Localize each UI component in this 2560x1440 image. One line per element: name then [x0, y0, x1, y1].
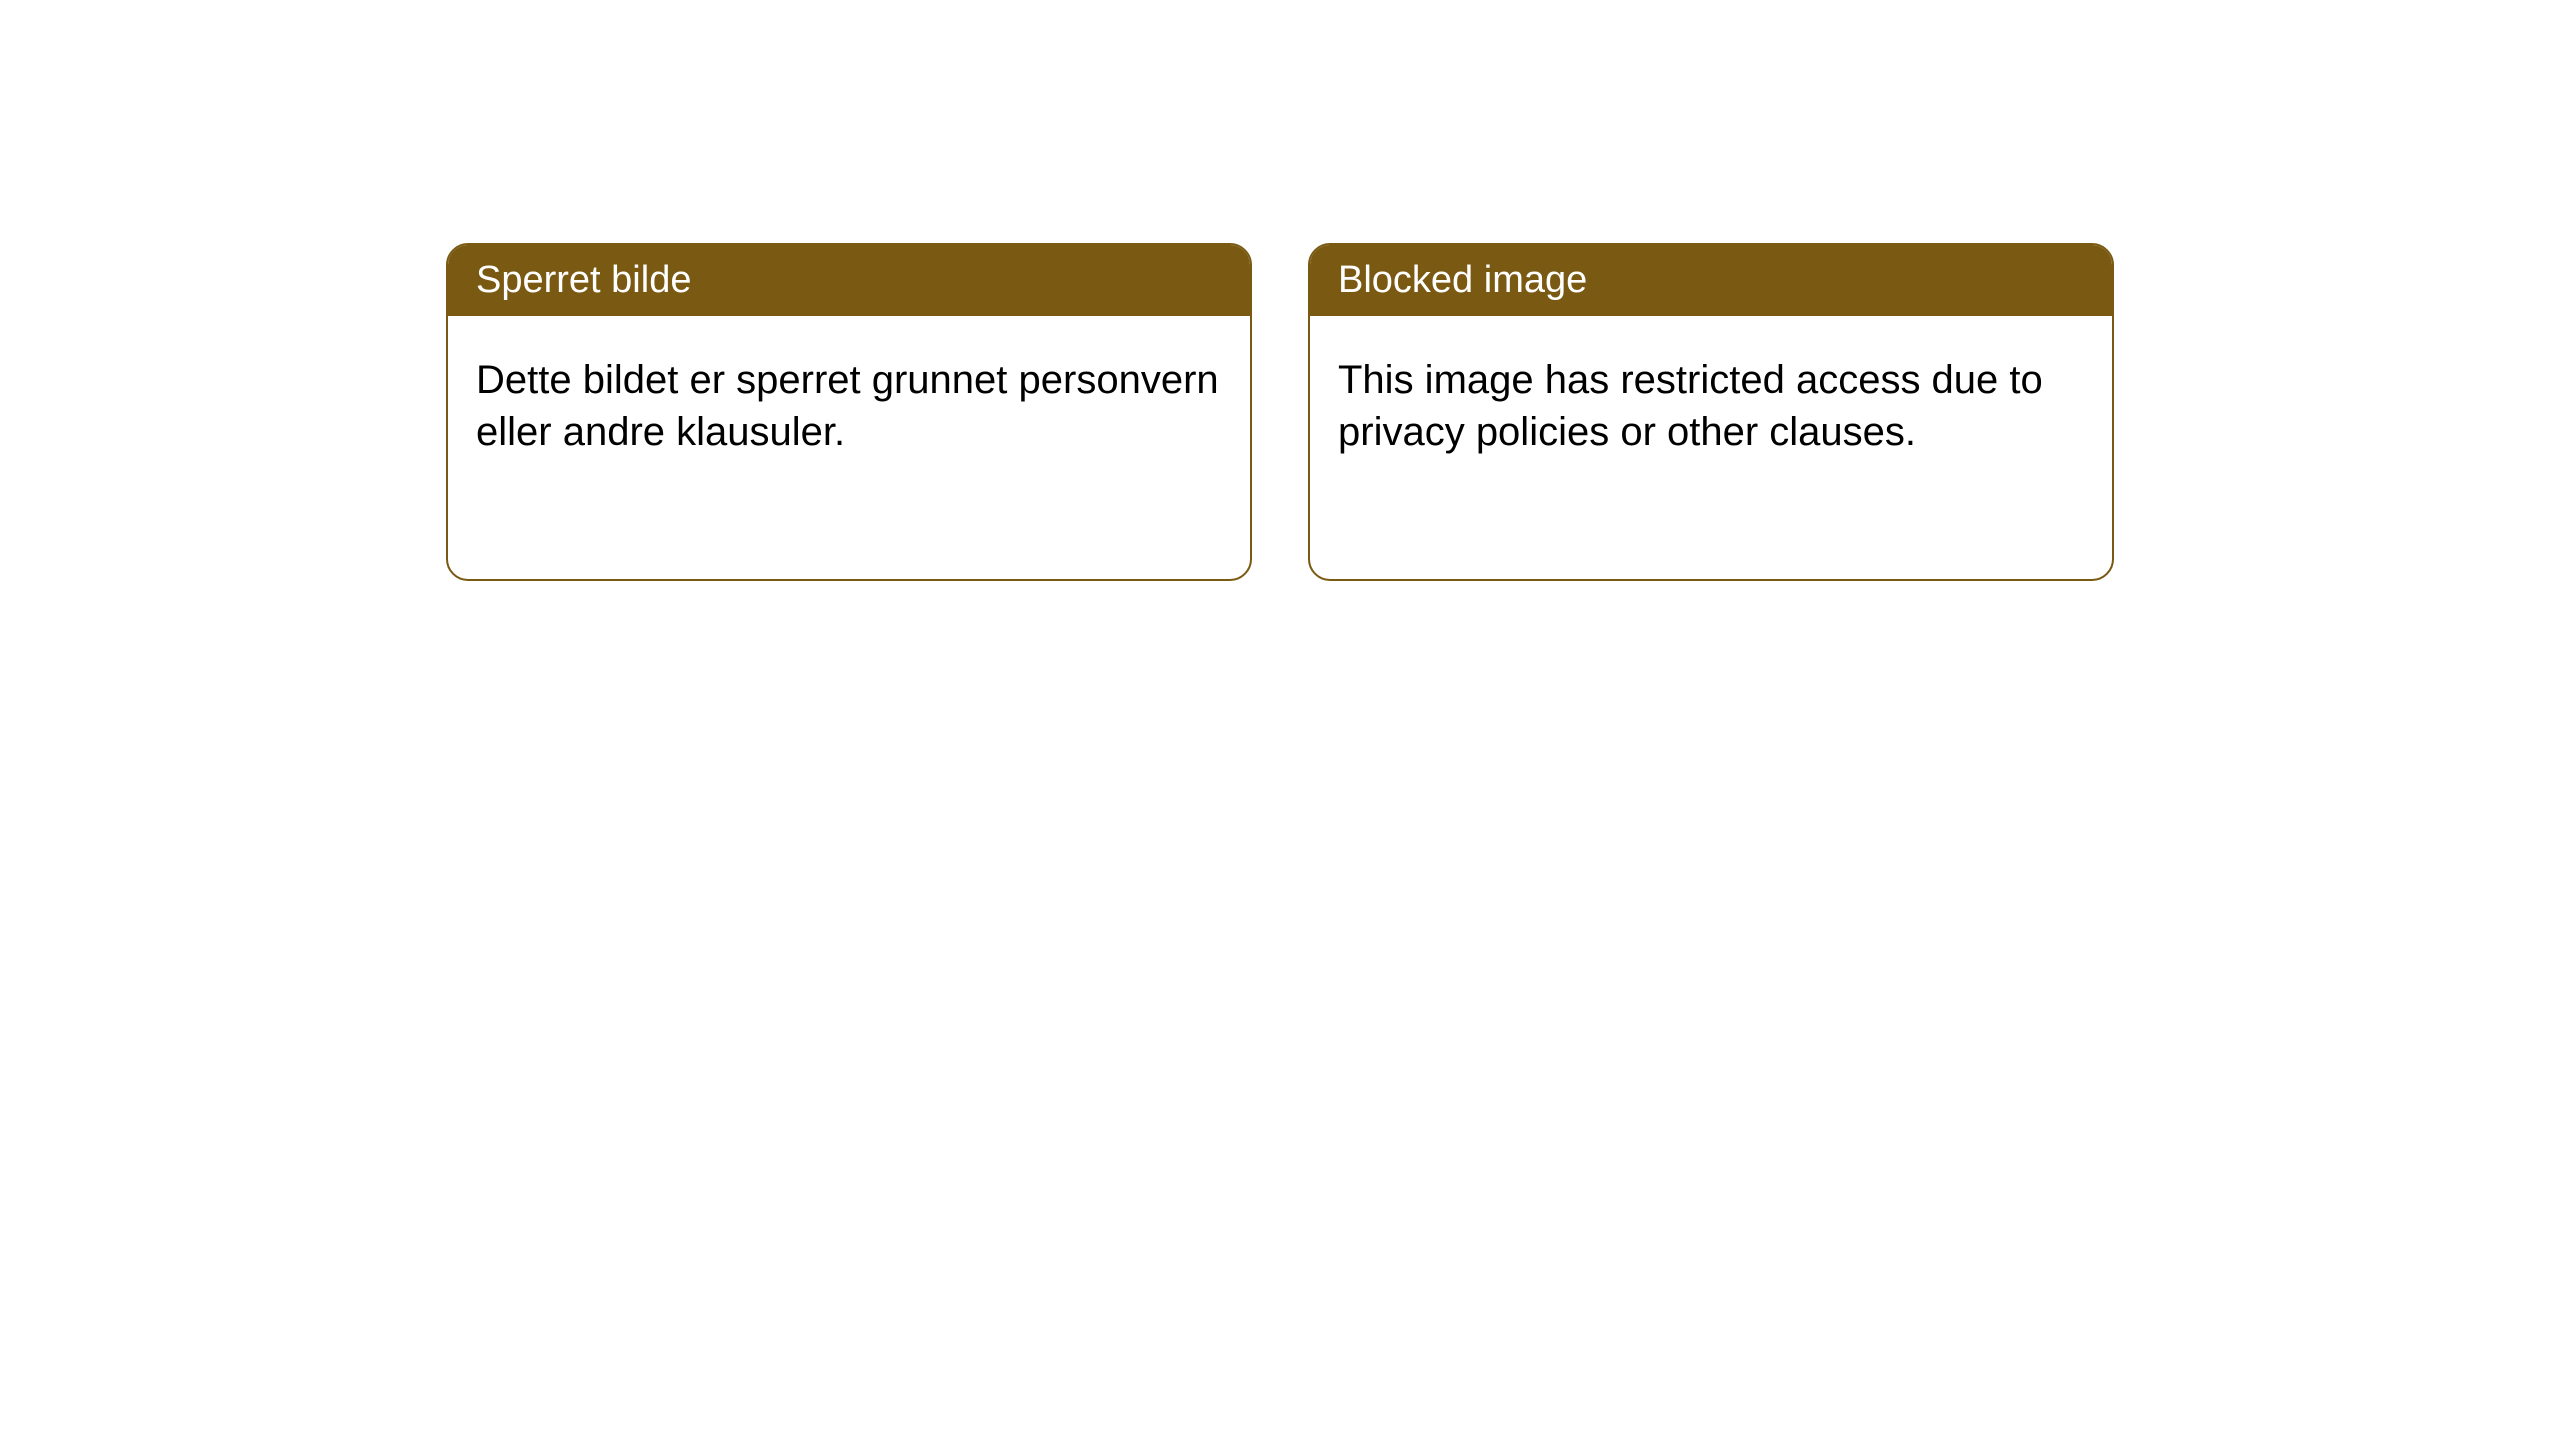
card-header-no: Sperret bilde [448, 245, 1250, 316]
cards-container: Sperret bilde Dette bildet er sperret gr… [446, 243, 2114, 581]
card-title-no: Sperret bilde [476, 259, 691, 301]
card-header-en: Blocked image [1310, 245, 2112, 316]
blocked-image-card-en: Blocked image This image has restricted … [1308, 243, 2114, 581]
blocked-image-card-no: Sperret bilde Dette bildet er sperret gr… [446, 243, 1252, 581]
card-body-text-en: This image has restricted access due to … [1338, 358, 2043, 454]
card-body-en: This image has restricted access due to … [1310, 316, 2112, 496]
card-body-no: Dette bildet er sperret grunnet personve… [448, 316, 1250, 496]
card-body-text-no: Dette bildet er sperret grunnet personve… [476, 358, 1219, 454]
card-title-en: Blocked image [1338, 259, 1587, 301]
